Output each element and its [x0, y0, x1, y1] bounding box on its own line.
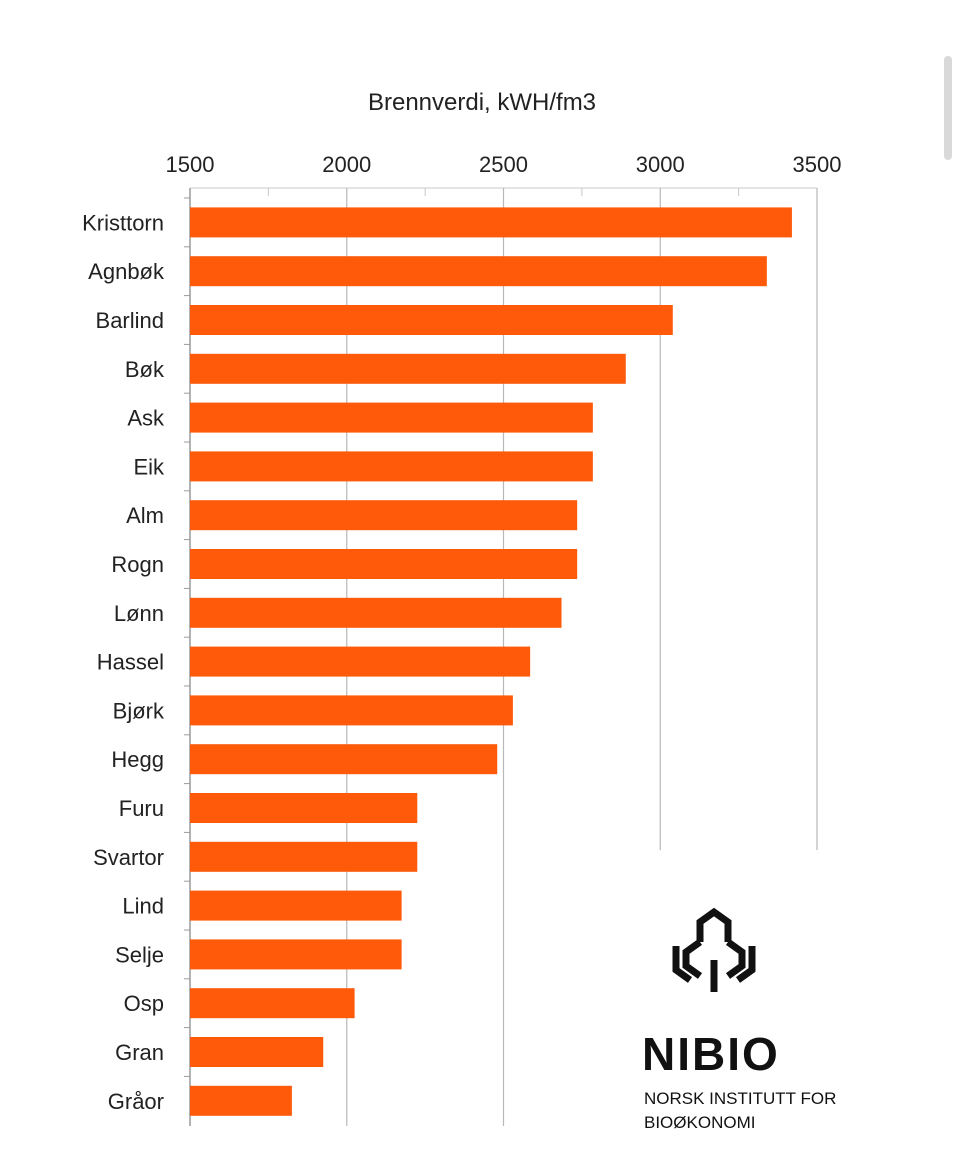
bar-bjørk [190, 695, 513, 726]
bars [190, 207, 792, 1116]
x-tick-label: 3000 [636, 152, 685, 177]
category-label: Eik [133, 454, 165, 479]
category-label: Lønn [114, 601, 164, 626]
x-tick-label: 2500 [479, 152, 528, 177]
logo-subtitle-line2: BIOØKONOMI [644, 1113, 755, 1132]
category-label: Alm [126, 503, 164, 528]
bar-eik [190, 451, 593, 482]
category-label: Agnbøk [88, 259, 165, 284]
logo-name: NIBIO [642, 1028, 780, 1080]
chart-title: Brennverdi, kWH/fm3 [368, 89, 596, 116]
bar-svartor [190, 841, 418, 872]
category-label: Selje [115, 942, 164, 967]
nibio-logo-mark-icon [672, 907, 756, 992]
nibio-logo: NIBIO NORSK INSTITUTT FOR BIOØKONOMI [642, 907, 836, 1132]
category-label: Gran [115, 1040, 164, 1065]
bar-bøk [190, 353, 626, 384]
category-label: Hegg [111, 747, 164, 772]
category-label: Barlind [96, 308, 164, 333]
x-tick-label: 3500 [793, 152, 842, 177]
bar-agnbøk [190, 256, 767, 287]
category-label: Furu [119, 796, 164, 821]
category-label: Svartor [93, 845, 164, 870]
bar-ask [190, 402, 593, 433]
category-label: Ask [127, 406, 165, 431]
category-label: Kristtorn [82, 210, 164, 235]
category-label: Osp [124, 991, 164, 1016]
category-label: Gråor [108, 1089, 164, 1114]
logo-subtitle-line1: NORSK INSTITUTT FOR [644, 1089, 836, 1108]
bar-hegg [190, 744, 498, 775]
x-axis-ticks: 1500 2000 2500 3000 3500 [166, 152, 842, 177]
bar-kristtorn [190, 207, 792, 238]
bar-gråor [190, 1085, 292, 1116]
bar-gran [190, 1037, 324, 1067]
category-label: Lind [122, 894, 164, 919]
x-tick-label: 2000 [322, 152, 371, 177]
bar-osp [190, 988, 355, 1019]
category-label: Hassel [97, 650, 164, 675]
bar-lind [190, 890, 402, 921]
category-labels: Kristtorn Agnbøk Barlind Bøk Ask Eik Alm Rogn Lø… [82, 210, 165, 1113]
bar-hassel [190, 646, 531, 677]
bar-selje [190, 939, 402, 970]
category-label: Bøk [125, 357, 165, 382]
category-label: Rogn [111, 552, 164, 577]
bar-alm [190, 500, 578, 531]
bar-rogn [190, 549, 578, 579]
bar-furu [190, 793, 418, 823]
bar-barlind [190, 305, 673, 335]
bar-lønn [190, 597, 562, 628]
scrollbar[interactable] [944, 56, 952, 160]
x-tick-label: 1500 [166, 152, 215, 177]
category-label: Bjørk [113, 698, 165, 723]
